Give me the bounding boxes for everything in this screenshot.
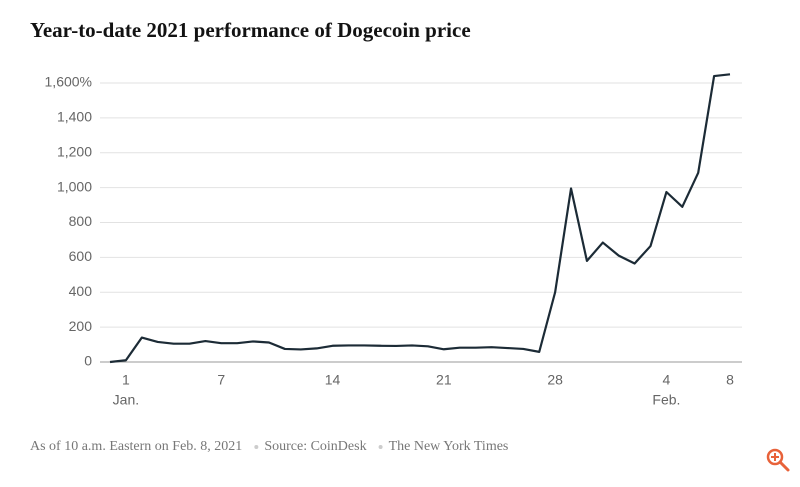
separator	[378, 445, 383, 449]
y-tick-label: 400	[69, 283, 93, 299]
x-sublabel: Feb.	[652, 392, 680, 408]
x-sublabel: Jan.	[113, 392, 139, 408]
y-tick-label: 0	[84, 353, 92, 369]
x-tick-label: 8	[726, 372, 734, 388]
x-tick-label: 14	[325, 372, 341, 388]
y-tick-label: 800	[69, 213, 93, 229]
chart-title: Year-to-date 2021 performance of Dogecoi…	[30, 18, 471, 42]
y-tick-label: 1,400	[57, 109, 92, 125]
footer-text: The New York Times	[389, 439, 509, 454]
y-tick-label: 200	[69, 318, 93, 334]
y-tick-label: 1,200	[57, 143, 92, 159]
y-tick-label: 600	[69, 248, 93, 264]
line	[109, 73, 731, 364]
footer-text: Source: CoinDesk	[264, 439, 366, 454]
separator	[254, 445, 259, 449]
x-tick-label: 28	[547, 372, 563, 388]
y-tick-label: 1,000	[57, 178, 92, 194]
x-tick-label: 4	[663, 372, 671, 388]
y-tick-label: 1,600%	[45, 74, 92, 90]
x-tick-label: 7	[217, 372, 225, 388]
x-tick-label: 1	[122, 372, 130, 388]
footer-text: As of 10 a.m. Eastern on Feb. 8, 2021	[30, 439, 242, 454]
zoom-icon[interactable]	[766, 448, 790, 472]
x-tick-label: 21	[436, 372, 452, 388]
